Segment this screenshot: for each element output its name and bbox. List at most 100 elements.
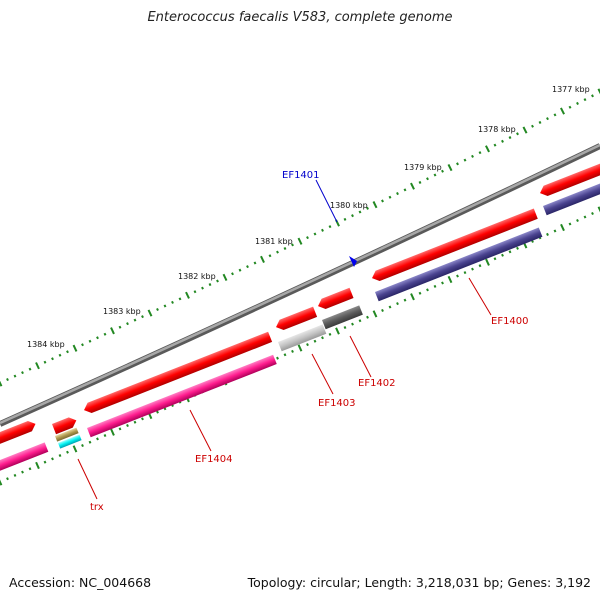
- outer-minor-tick: [358, 210, 362, 214]
- inner-major-tick: [372, 310, 378, 318]
- inner-minor-tick: [13, 473, 17, 477]
- inner-minor-tick: [313, 339, 317, 343]
- outer-major-tick: [372, 201, 378, 209]
- outer-minor-tick: [403, 188, 407, 192]
- outer-minor-tick: [471, 154, 474, 158]
- inner-major-tick: [335, 327, 340, 335]
- outer-minor-tick: [508, 136, 512, 140]
- cog-bar-right-edge[interactable]: [543, 176, 600, 216]
- cog-bar-left-edge[interactable]: [0, 442, 49, 473]
- inner-minor-tick: [21, 470, 24, 474]
- outer-minor-tick: [246, 265, 249, 269]
- inner-minor-tick: [118, 427, 122, 431]
- inner-major-tick: [410, 293, 415, 301]
- leader-lines: [77, 179, 492, 500]
- outer-minor-tick: [418, 180, 422, 184]
- inner-minor-tick: [471, 267, 474, 271]
- gene-arrow-right-edge[interactable]: [538, 158, 600, 199]
- outer-major-tick: [35, 362, 40, 370]
- outer-major-tick: [185, 291, 190, 299]
- kbp-label: 1379 kbp: [404, 163, 442, 172]
- outer-major-tick: [297, 237, 303, 245]
- outer-minor-tick: [216, 279, 219, 283]
- gene-arrow-ef1402-fwd[interactable]: [316, 287, 354, 311]
- inner-minor-tick: [306, 343, 309, 347]
- outer-minor-tick: [21, 371, 24, 375]
- cog-bar-trx-tan[interactable]: [55, 427, 79, 442]
- outer-minor-tick: [156, 308, 159, 312]
- inner-minor-tick: [81, 444, 84, 448]
- outer-minor-tick: [238, 268, 242, 272]
- gene-label-ef1404[interactable]: EF1404: [195, 454, 233, 465]
- outer-minor-tick: [396, 192, 399, 196]
- outer-minor-tick: [43, 360, 47, 364]
- outer-minor-tick: [201, 286, 204, 290]
- outer-major-tick: [110, 327, 115, 335]
- kbp-label: 1378 kbp: [478, 125, 516, 134]
- outer-minor-tick: [253, 261, 257, 265]
- outer-minor-tick: [388, 195, 392, 199]
- gene-label-ef1400[interactable]: EF1400: [491, 316, 529, 327]
- gene-arrow-ef1404-fwd[interactable]: [82, 331, 273, 416]
- inner-minor-tick: [508, 250, 512, 254]
- inner-minor-tick: [328, 332, 332, 336]
- outer-minor-tick: [58, 353, 62, 357]
- inner-minor-tick: [546, 232, 549, 236]
- outer-minor-tick: [493, 143, 497, 147]
- outer-major-tick: [222, 273, 228, 281]
- inner-minor-tick: [343, 326, 347, 330]
- inner-minor-tick: [283, 353, 287, 357]
- gene-label-ef1402[interactable]: EF1402: [358, 378, 396, 389]
- outer-minor-tick: [88, 339, 92, 343]
- map-title: Enterococcus faecalis V583, complete gen…: [147, 10, 453, 25]
- gene-arrow-trx-fwd[interactable]: [52, 415, 78, 435]
- cog-bar-ef1400[interactable]: [375, 227, 543, 302]
- inner-minor-tick: [96, 437, 99, 441]
- inner-minor-tick: [463, 271, 467, 275]
- outer-minor-tick: [126, 322, 129, 326]
- inner-major-tick: [447, 275, 453, 284]
- gene-arrow-left-edge[interactable]: [0, 419, 38, 446]
- outer-minor-tick: [351, 214, 354, 218]
- cog-bar-ef1404[interactable]: [87, 354, 277, 438]
- inner-major-tick: [485, 258, 490, 266]
- outer-minor-tick: [28, 367, 32, 371]
- gene-label-ef1401[interactable]: EF1401: [282, 170, 320, 181]
- kbp-label: 1384 kbp: [27, 340, 65, 349]
- kbp-label: 1380 kbp: [330, 201, 368, 210]
- gene-arrow-ef1403-fwd[interactable]: [274, 306, 318, 333]
- outer-minor-tick: [381, 199, 384, 203]
- cog-bar-ef1402[interactable]: [322, 305, 363, 330]
- inner-minor-tick: [396, 302, 399, 306]
- forward-strand-features: [0, 158, 600, 446]
- outer-major-tick: [560, 107, 565, 115]
- outer-minor-tick: [231, 272, 234, 276]
- outer-minor-tick: [531, 124, 534, 128]
- outer-major-tick: [0, 380, 3, 387]
- kbp-label: 1383 kbp: [103, 307, 141, 316]
- gene-arrow-ef1400-fwd[interactable]: [370, 208, 538, 283]
- outer-minor-tick: [568, 105, 572, 109]
- gene-label-trx[interactable]: trx: [90, 502, 104, 513]
- inner-minor-tick: [388, 305, 392, 309]
- outer-minor-tick: [583, 98, 587, 102]
- inner-minor-tick: [6, 477, 9, 481]
- outer-major-tick: [260, 255, 265, 263]
- outer-minor-tick: [6, 378, 9, 382]
- kbp-labels: 1377 kbp 1378 kbp 1379 kbp 1380 kbp 1381 kbp…: [27, 85, 590, 349]
- leader-ef1401: [315, 179, 338, 223]
- inner-minor-tick: [433, 284, 437, 288]
- cog-bar-trx-cyan[interactable]: [58, 434, 82, 449]
- kbp-label: 1381 kbp: [255, 237, 293, 246]
- inner-minor-tick: [103, 434, 107, 438]
- gene-labels: EF1400 EF1401 EF1402 EF1403 EF1404 trx: [90, 170, 529, 513]
- leader-ef1400: [468, 277, 492, 316]
- gene-label-ef1403[interactable]: EF1403: [318, 398, 356, 409]
- cog-bar-ef1403[interactable]: [278, 324, 327, 352]
- inner-minor-tick: [591, 211, 594, 216]
- outer-minor-tick: [118, 325, 122, 329]
- inner-minor-tick: [321, 336, 324, 340]
- inner-minor-tick: [568, 222, 572, 226]
- inner-minor-tick: [478, 264, 482, 268]
- gene-arrow-ef1401[interactable]: [349, 256, 357, 267]
